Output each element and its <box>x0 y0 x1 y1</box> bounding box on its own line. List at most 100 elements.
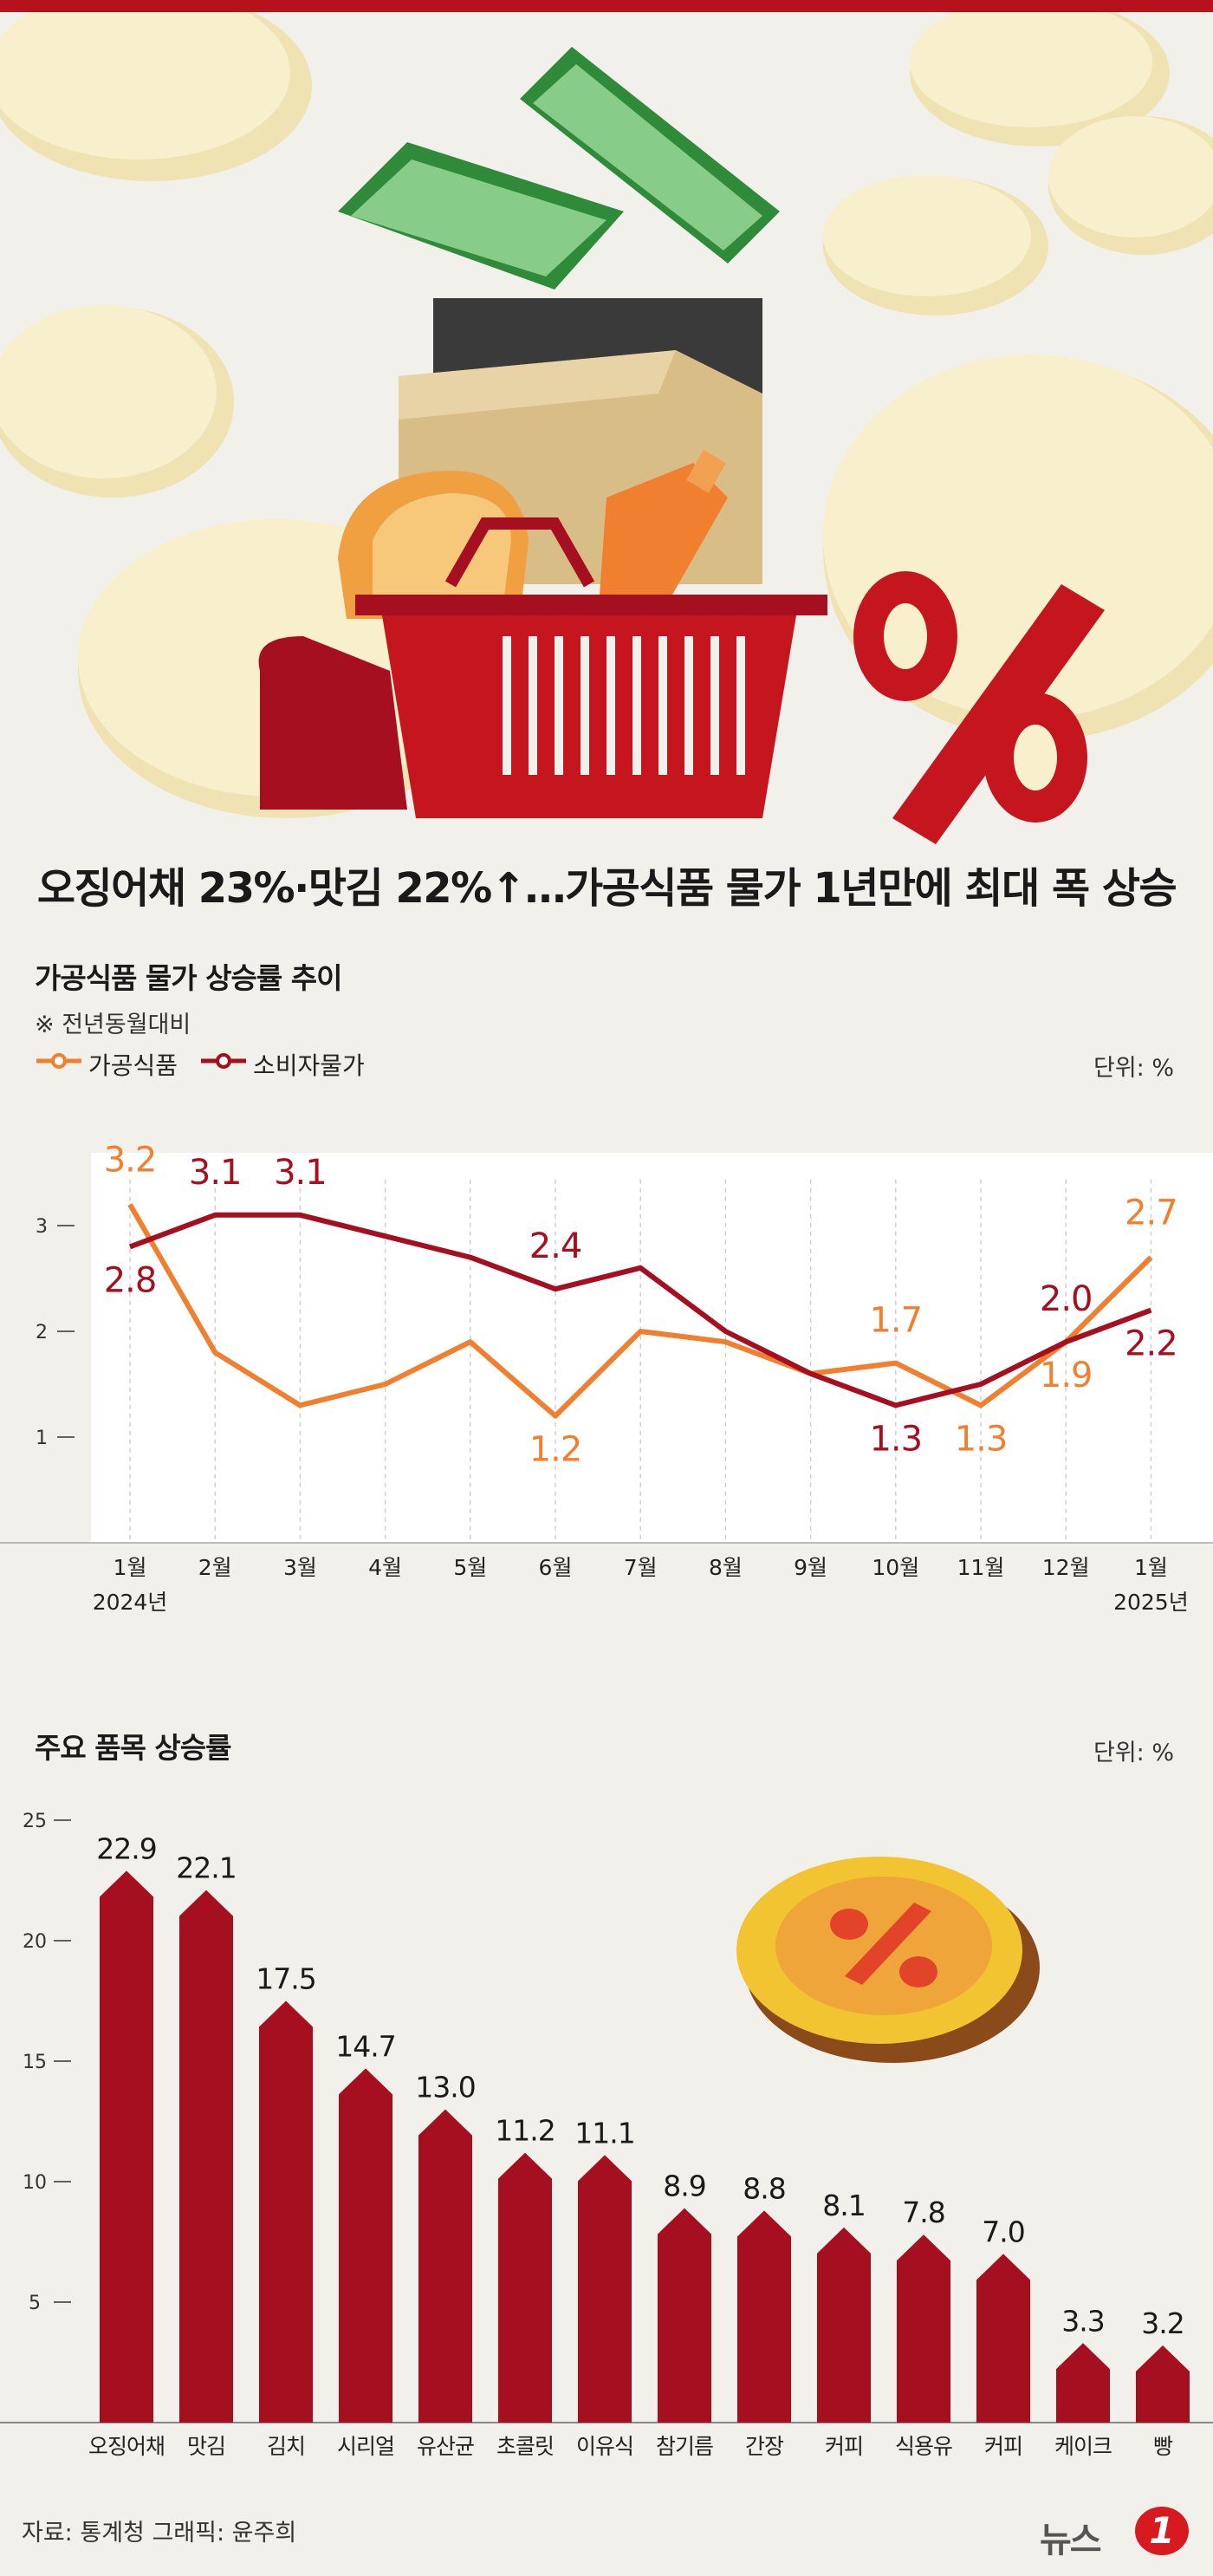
y-tick-label: 1 <box>36 1428 48 1449</box>
y-tick-label: 2 <box>36 1322 48 1343</box>
bar-chart-title: 주요 품목 상승률 <box>35 1731 231 1765</box>
bar-category-label: 빵 <box>1153 2434 1173 2459</box>
bar-category-label: 참기름 <box>656 2434 713 2459</box>
logo-badge: 1 <box>1135 2507 1189 2555</box>
top-accent-bar <box>0 0 1213 12</box>
bar-category-label: 오징어채 <box>88 2434 165 2459</box>
bar-value-label: 11.1 <box>574 2116 634 2150</box>
x-year-label: 2025년 <box>1113 1590 1189 1615</box>
hero-illustration <box>0 12 1213 844</box>
bar-13 <box>1136 2345 1190 2423</box>
y-tick-label: 15 <box>23 2052 47 2073</box>
data-label-processed: 1.3 <box>955 1419 1008 1459</box>
bar-chart: 5 10 15 20 25 22.9 오징어채 22.1 맛김 17.5 김치 14.7 시리얼 13.0… <box>0 1811 1213 2459</box>
bar-category-label: 이유식 <box>576 2434 633 2459</box>
bar-value-label: 8.8 <box>743 2171 785 2205</box>
series-line-processed <box>127 1203 1153 1419</box>
bar-category-label: 간장 <box>745 2434 784 2459</box>
x-tick-label: 6월 <box>539 1555 573 1580</box>
banknote-icon <box>338 47 780 289</box>
data-label-processed: 2.7 <box>1125 1194 1177 1233</box>
bar-value-label: 3.2 <box>1141 2306 1184 2340</box>
bar-value-label: 22.9 <box>96 1831 156 1865</box>
logo-text: 뉴스 <box>1040 2521 1102 2560</box>
bar-category-label: 식용유 <box>895 2434 952 2459</box>
x-tick-label: 9월 <box>794 1555 827 1580</box>
bar-value-label: 3.3 <box>1061 2304 1104 2338</box>
x-tick-label: 4월 <box>368 1555 402 1580</box>
bar-9 <box>817 2227 871 2423</box>
shopping-basket-icon <box>258 517 827 818</box>
bar-value-label: 8.9 <box>663 2169 705 2203</box>
bar-2 <box>259 2000 313 2423</box>
legend-label-cpi: 소비자물가 <box>253 1051 365 1080</box>
legend-label-processed: 가공식품 <box>88 1051 178 1080</box>
bar-5 <box>498 2152 552 2423</box>
x-tick-label: 7월 <box>624 1555 658 1580</box>
data-label-cpi: 2.0 <box>1040 1279 1093 1319</box>
bar-category-label: 유산균 <box>417 2434 474 2459</box>
coin-percent-icon <box>736 1857 1040 2063</box>
data-label-cpi: 3.1 <box>189 1153 242 1193</box>
bar-value-label: 8.1 <box>822 2189 865 2222</box>
y-tick-label: 20 <box>23 1931 47 1953</box>
bar-value-label: 14.7 <box>335 2029 395 2063</box>
data-label-processed: 3.2 <box>104 1141 157 1181</box>
data-label-cpi: 1.3 <box>869 1419 922 1459</box>
line-chart: 1 2 3 1월 2월 3월 4월 5월 6월 7월 8월 9월 10월 11월 12월 1월 2024년 202… <box>0 1141 1213 1615</box>
bar-value-label: 11.2 <box>495 2114 555 2148</box>
y-tick-label: 3 <box>36 1216 48 1238</box>
bar-4 <box>418 2109 472 2423</box>
x-tick-label: 10월 <box>872 1555 919 1580</box>
x-tick-label: 2월 <box>198 1555 232 1580</box>
bar-1 <box>179 1890 233 2423</box>
legend-marker-cpi <box>201 1053 246 1069</box>
bar-category-label: 맛김 <box>187 2434 225 2459</box>
bar-8 <box>737 2210 791 2423</box>
bar-value-label: 22.1 <box>176 1851 236 1885</box>
y-tick-label: 25 <box>23 1811 47 1832</box>
line-plot-area <box>91 1153 1213 1543</box>
data-label-cpi: 3.1 <box>274 1153 327 1193</box>
bar-0 <box>100 1870 153 2423</box>
bar-3 <box>339 2068 392 2423</box>
x-tick-label: 5월 <box>453 1555 487 1580</box>
bar-value-label: 17.5 <box>256 1962 315 1996</box>
line-chart-unit: 단위: % <box>1093 1055 1174 1082</box>
series-line-cpi <box>128 1212 1152 1408</box>
bar-value-label: 13.0 <box>415 2071 475 2104</box>
bar-11 <box>976 2254 1030 2423</box>
bar-12 <box>1056 2343 1110 2423</box>
bar-category-label: 시리얼 <box>337 2434 394 2459</box>
x-tick-label: 1월 <box>1134 1555 1168 1580</box>
percent-icon <box>853 571 1105 844</box>
y-tick-label: 5 <box>29 2293 41 2314</box>
bread-icon <box>338 471 529 619</box>
bar-chart-unit: 단위: % <box>1093 1740 1174 1766</box>
data-label-cpi: 2.2 <box>1125 1324 1177 1364</box>
bar-category-label: 초콜릿 <box>496 2434 554 2459</box>
headline: 오징어채 23%·맛김 22%↑…가공식품 물가 1년만에 최대 폭 상승 <box>36 864 1177 913</box>
line-chart-note: ※ 전년동월대비 <box>35 1012 191 1038</box>
bar-value-label: 7.0 <box>982 2215 1024 2248</box>
x-tick-label: 1월 <box>114 1555 147 1580</box>
bar-7 <box>658 2208 711 2423</box>
data-label-cpi: 2.4 <box>529 1226 582 1266</box>
bar-category-label: 커피 <box>984 2434 1022 2459</box>
data-label-processed: 1.9 <box>1040 1356 1093 1395</box>
x-tick-label: 11월 <box>957 1555 1005 1580</box>
bar-10 <box>897 2234 950 2423</box>
bar-6 <box>578 2155 632 2423</box>
x-year-label: 2024년 <box>93 1590 168 1615</box>
line-chart-title: 가공식품 물가 상승률 추이 <box>35 961 342 995</box>
news1-logo: 뉴스 1 <box>1040 2507 1196 2560</box>
data-label-processed: 1.7 <box>869 1301 922 1341</box>
legend-marker-processed <box>36 1053 81 1069</box>
data-label-processed: 1.2 <box>529 1430 582 1470</box>
bar-category-label: 케이크 <box>1054 2434 1112 2459</box>
bar-value-label: 7.8 <box>902 2195 944 2229</box>
source-credit: 자료: 통계청 그래픽: 윤주희 <box>22 2520 297 2547</box>
bar-category-label: 커피 <box>825 2434 863 2459</box>
x-tick-label: 12월 <box>1042 1555 1090 1580</box>
bar-category-label: 김치 <box>267 2434 305 2459</box>
